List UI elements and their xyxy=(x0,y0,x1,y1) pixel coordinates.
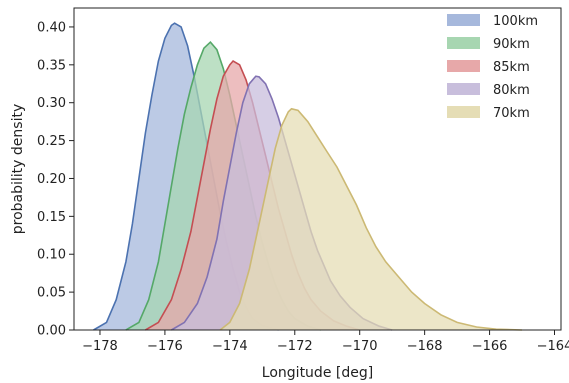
x-tick-label: −170 xyxy=(342,339,378,354)
x-tick-label: −176 xyxy=(147,339,183,354)
x-tick-label: −172 xyxy=(277,339,313,354)
x-axis-label: Longitude [deg] xyxy=(262,365,373,381)
x-tick-label: −178 xyxy=(82,339,118,354)
y-tick-label: 0.40 xyxy=(37,20,66,35)
y-axis-label: probability density xyxy=(10,104,26,234)
plot-areas xyxy=(93,22,523,331)
y-tick-label: 0.05 xyxy=(37,286,66,301)
legend-swatch-3 xyxy=(447,83,480,95)
x-tick-label: −174 xyxy=(212,339,248,354)
y-tick-label: 0.20 xyxy=(37,172,66,187)
x-axis-ticks: −178 −176 −174 −172 −170 −168 −166 −164 xyxy=(82,330,569,354)
legend-label-4: 70km xyxy=(493,106,530,121)
legend-label-3: 80km xyxy=(493,83,530,98)
legend-swatch-4 xyxy=(447,106,480,118)
y-tick-label: 0.25 xyxy=(37,134,66,149)
legend-swatch-2 xyxy=(447,60,480,72)
y-tick-label: 0.30 xyxy=(37,96,66,111)
legend-swatch-1 xyxy=(447,37,480,49)
x-tick-label: −168 xyxy=(407,339,443,354)
series-area-4 xyxy=(220,108,522,330)
legend-label-1: 90km xyxy=(493,37,530,52)
x-tick-label: −164 xyxy=(537,339,569,354)
legend-swatch-0 xyxy=(447,14,480,26)
y-tick-label: 0.15 xyxy=(37,210,66,225)
legend-label-2: 85km xyxy=(493,60,530,75)
y-tick-label: 0.10 xyxy=(37,248,66,263)
axes-frame xyxy=(73,7,562,331)
y-tick-label: 0.00 xyxy=(37,324,66,339)
y-tick-label: 0.35 xyxy=(37,58,66,73)
legend: 100km 90km 85km 80km 70km xyxy=(447,14,538,121)
series-line-4 xyxy=(219,107,523,331)
x-tick-label: −166 xyxy=(472,339,508,354)
y-axis-ticks: 0.00 0.05 0.10 0.15 0.20 0.25 0.30 0.35 0.40 xyxy=(37,20,74,339)
legend-label-0: 100km xyxy=(493,14,538,29)
